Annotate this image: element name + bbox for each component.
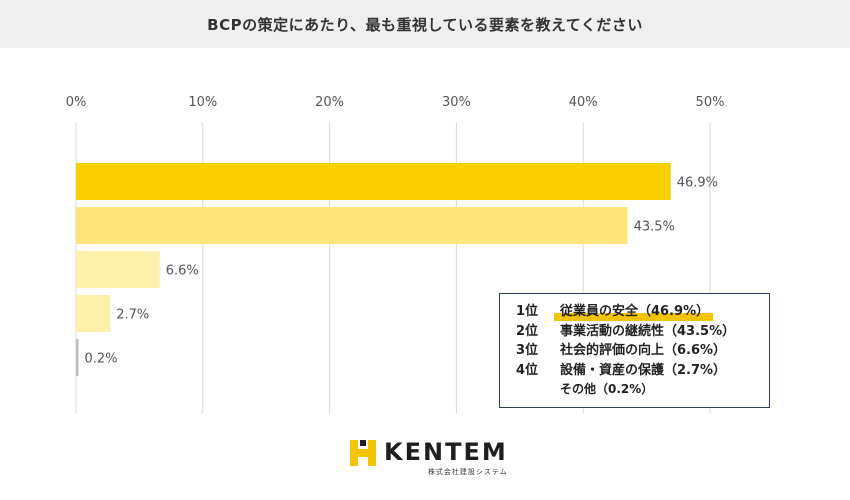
bar-chart: 0% 10% 20% 30% 40% 50% 46.9% 43.5% 6.6% 2.7% 0.2%: [66, 95, 725, 414]
legend-rank: 1位: [516, 304, 539, 319]
ranking-legend-box: 1位 従業員の安全（46.9%） 2位 事業活動の継続性（43.5%） 3位 社会的評…: [499, 293, 770, 408]
legend-row-4: 4位 設備・資産の保護（2.7%）: [516, 361, 769, 381]
legend-other-text: その他（0.2%）: [560, 382, 654, 396]
bar: [76, 207, 628, 244]
bar: [76, 251, 160, 288]
x-tick-label: 0%: [66, 95, 87, 110]
x-tick-label: 40%: [569, 95, 598, 110]
legend-row-other: その他（0.2%）: [516, 380, 769, 400]
legend-row-2: 2位 事業活動の継続性（43.5%）: [516, 322, 769, 342]
kentem-logo-icon: [350, 440, 376, 466]
legend-rank: 2位: [516, 323, 539, 339]
bar: [76, 295, 111, 332]
legend-text: 設備・資産の保護（2.7%）: [560, 362, 727, 378]
x-tick-label: 30%: [442, 95, 471, 110]
data-label: 2.7%: [116, 308, 149, 323]
legend-text: 社会的評価の向上（6.6%）: [560, 343, 727, 358]
legend-text: 従業員の安全（46.9%）: [560, 304, 710, 319]
legend-rank: 4位: [516, 362, 539, 378]
data-label: 6.6%: [166, 264, 199, 279]
data-label: 46.9%: [677, 176, 718, 191]
chart-title-bar: BCPの策定にあたり、最も重視している要素を教えてください: [0, 0, 850, 48]
logo-wordmark: KENTEM: [384, 438, 508, 466]
x-tick-label: 20%: [315, 95, 344, 110]
x-tick-label: 50%: [696, 95, 725, 110]
chart-title: BCPの策定にあたり、最も重視している要素を教えてください: [207, 15, 643, 34]
legend-row-3: 3位 社会的評価の向上（6.6%）: [516, 341, 769, 361]
kentem-logo: KENTEM 株式会社建設システム: [350, 438, 508, 477]
bar: [76, 163, 671, 200]
bar: [76, 339, 79, 376]
x-tick-label: 10%: [188, 95, 217, 110]
legend-rank: 3位: [516, 343, 539, 358]
data-label: 43.5%: [634, 220, 675, 235]
logo-company-name: 株式会社建設システム: [427, 468, 508, 476]
legend-text: 事業活動の継続性（43.5%）: [560, 323, 736, 339]
legend-row-1: 1位 従業員の安全（46.9%）: [516, 302, 769, 322]
data-label: 0.2%: [85, 352, 118, 367]
